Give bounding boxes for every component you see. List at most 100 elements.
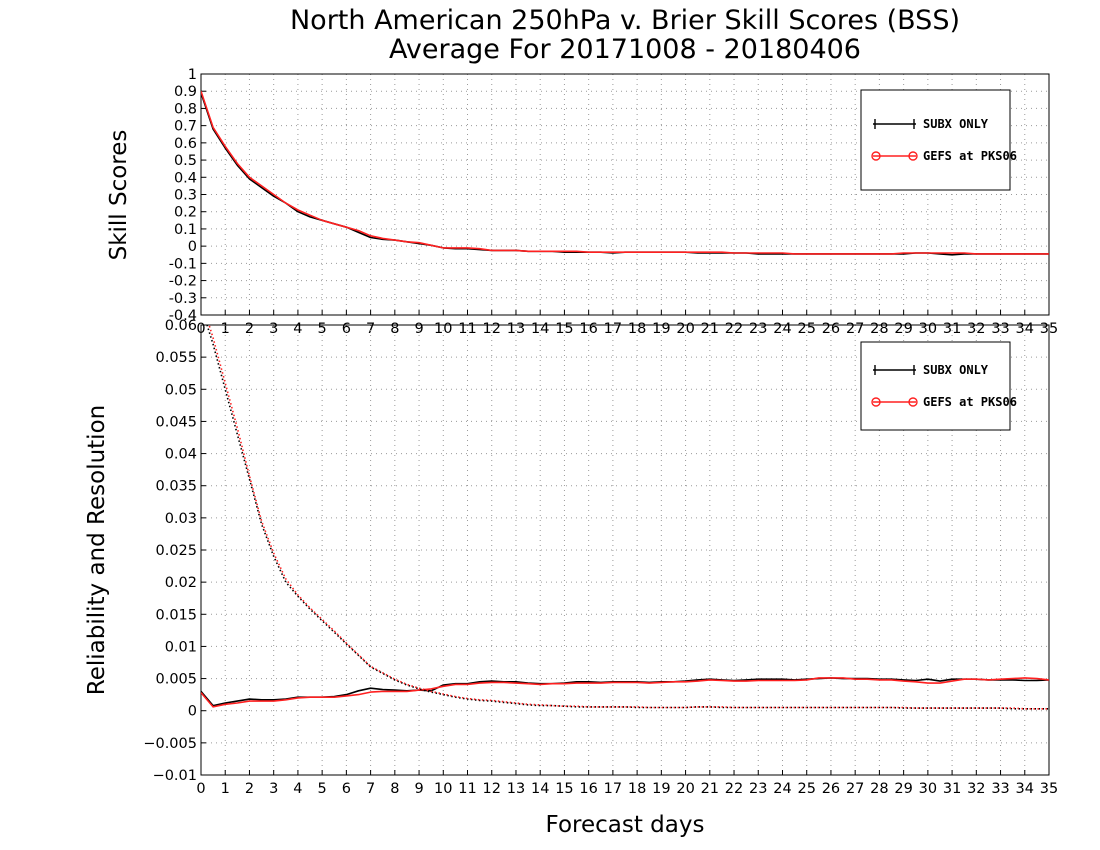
reliability-resolution-panel: −0.01 −0.005 0 0.005 0.01 0.015 0.02 0.025 0.03 0… (84, 318, 1058, 838)
y-tick-label: −0.005 (143, 736, 197, 752)
x-tick-label: 20 (676, 781, 694, 797)
x-tick-label: 17 (604, 321, 622, 337)
y-tick-label: 0.3 (174, 188, 197, 204)
x-tick-label: 15 (555, 321, 573, 337)
x-tick-label: 24 (773, 321, 791, 337)
x-tick-label: 24 (773, 781, 791, 797)
y-tick-label: -0.1 (169, 256, 197, 272)
x-tick-label: 30 (919, 781, 937, 797)
x-tick-label: 30 (919, 321, 937, 337)
x-axis-ticks: 0 1 2 3 4 5 6 7 8 9 10 11 12 13 14 15 16 17 18 19 20 21 22 23 24… (196, 310, 1058, 337)
x-tick-label: 31 (943, 321, 961, 337)
y-tick-label: -0.4 (169, 308, 197, 324)
x-tick-label: 14 (531, 321, 549, 337)
x-tick-label: 22 (725, 321, 743, 337)
x-axis-ticks: 0 1 2 3 4 5 6 7 8 9 10 11 12 13 14 15 16 17 18 19 20 21 22 23 24… (196, 770, 1058, 797)
x-tick-label: 3 (269, 781, 278, 797)
x-tick-label: 34 (1016, 321, 1034, 337)
series-group (201, 90, 1049, 256)
x-tick-label: 26 (822, 781, 840, 797)
grid (200, 73, 1050, 316)
series-line-gefs (201, 677, 1049, 708)
legend-label: SUBX ONLY (923, 117, 989, 131)
x-tick-label: 6 (342, 781, 351, 797)
y-tick-label: -0.3 (169, 291, 197, 307)
x-tick-label: 5 (318, 321, 327, 337)
y-tick-label: 0.8 (174, 101, 197, 117)
y-tick-label: 0.01 (165, 639, 197, 655)
skill-scores-panel: -0.4-0.3-0.2 -0.100.10.20.3 0.40.50.60.7 0.… (106, 67, 1058, 337)
x-tick-label: 14 (531, 781, 549, 797)
x-tick-label: 6 (342, 321, 351, 337)
x-tick-label: 16 (579, 781, 597, 797)
legend-label: SUBX ONLY (923, 363, 989, 377)
y-tick-label: 0.5 (174, 153, 197, 169)
x-tick-label: 33 (991, 321, 1009, 337)
legend-marker-circle (908, 397, 918, 407)
y-axis-label: Skill Scores (106, 130, 132, 261)
x-tick-label: 29 (894, 781, 912, 797)
y-axis-label: Reliability and Resolution (84, 405, 110, 695)
x-tick-label: 35 (1040, 781, 1058, 797)
y-tick-label: 0.015 (155, 607, 197, 623)
x-tick-label: 21 (701, 321, 719, 337)
x-tick-label: 32 (967, 321, 985, 337)
legend-box (860, 341, 1011, 431)
x-tick-label: 22 (725, 781, 743, 797)
y-tick-label: 0.005 (155, 672, 197, 688)
x-tick-label: 29 (894, 321, 912, 337)
y-tick-label: 0.06 (165, 318, 197, 334)
x-tick-label: 25 (797, 321, 815, 337)
y-tick-label: 0.2 (174, 205, 197, 221)
y-tick-label: 0.1 (174, 222, 197, 238)
y-tick-label: 0.4 (174, 170, 197, 186)
x-tick-label: 1 (221, 321, 230, 337)
series-line-gefs (201, 90, 1049, 255)
y-tick-label: 0.02 (165, 575, 197, 591)
y-tick-label: 0.025 (155, 543, 197, 559)
x-tick-label: 7 (366, 321, 375, 337)
x-tick-label: 33 (991, 781, 1009, 797)
x-tick-label: 2 (245, 781, 254, 797)
x-tick-label: 21 (701, 781, 719, 797)
series-group (201, 325, 1049, 710)
x-tick-label: 11 (458, 321, 476, 337)
x-tick-label: 9 (414, 781, 423, 797)
y-tick-label: 0.9 (174, 84, 197, 100)
x-tick-label: 8 (390, 321, 399, 337)
x-tick-label: 13 (507, 781, 525, 797)
x-tick-label: 2 (245, 321, 254, 337)
y-tick-label: 1 (188, 67, 197, 83)
x-tick-label: 19 (652, 321, 670, 337)
x-tick-label: 16 (579, 321, 597, 337)
legend-marker-circle (871, 397, 881, 407)
x-tick-label: 27 (846, 781, 864, 797)
y-tick-label: 0.055 (155, 350, 197, 366)
y-axis-ticks: -0.4-0.3-0.2 -0.100.10.20.3 0.40.50.60.7 0.… (169, 67, 206, 324)
x-tick-label: 27 (846, 321, 864, 337)
x-tick-label: 9 (414, 321, 423, 337)
legend-marker-circle (908, 151, 918, 161)
x-tick-label: 12 (483, 321, 501, 337)
y-tick-label: -0.2 (169, 274, 197, 290)
legend: SUBX ONLY GEFS at PKS06 (860, 341, 1017, 431)
y-tick-label: 0.03 (165, 511, 197, 527)
x-tick-label: 28 (870, 781, 888, 797)
x-tick-label: 8 (390, 781, 399, 797)
legend-box (860, 89, 1011, 191)
x-tick-label: 15 (555, 781, 573, 797)
y-axis-ticks: −0.01 −0.005 0 0.005 0.01 0.015 0.02 0.025 0.03 0… (143, 318, 206, 784)
x-tick-label: 20 (676, 321, 694, 337)
legend-label: GEFS at PKS06 (923, 149, 1017, 163)
y-tick-label: 0 (188, 704, 197, 720)
x-tick-label: 12 (483, 781, 501, 797)
x-tick-label: 5 (318, 781, 327, 797)
y-tick-label: 0.045 (155, 414, 197, 430)
x-tick-label: 28 (870, 321, 888, 337)
x-tick-label: 25 (797, 781, 815, 797)
x-tick-label: 18 (628, 781, 646, 797)
y-tick-label: 0.05 (165, 382, 197, 398)
chart-subtitle: Average For 20171008 - 20180406 (389, 34, 861, 65)
x-tick-label: 10 (434, 781, 452, 797)
